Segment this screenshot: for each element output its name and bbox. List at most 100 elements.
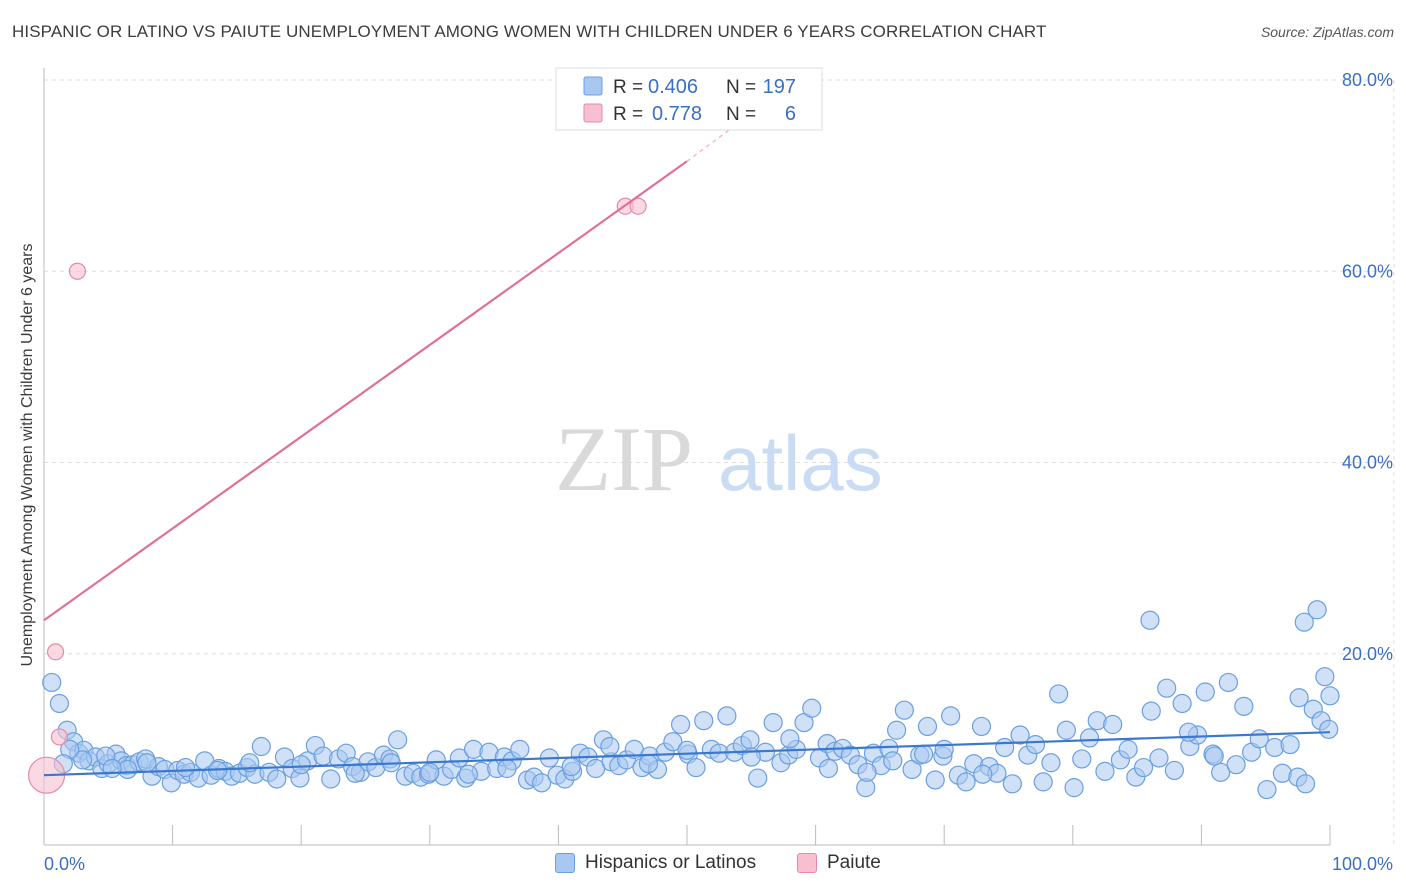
point-hispanics-1 bbox=[49, 693, 70, 714]
point-hispanics-87 bbox=[670, 714, 691, 735]
point-hispanics-126 bbox=[971, 716, 992, 737]
watermark: ZIP atlas bbox=[555, 408, 883, 510]
watermark-zip: ZIP bbox=[555, 408, 693, 510]
point-hispanics-116 bbox=[894, 700, 914, 720]
point-hispanics-69 bbox=[532, 773, 552, 793]
point-hispanics-196 bbox=[102, 758, 122, 779]
point-hispanics-159 bbox=[1226, 755, 1246, 775]
chart-title: HISPANIC OR LATINO VS PAIUTE UNEMPLOYMEN… bbox=[12, 22, 1047, 41]
point-hispanics-129 bbox=[995, 737, 1015, 758]
legend-swatch-paiute bbox=[583, 103, 603, 123]
point-hispanics-143 bbox=[1103, 714, 1123, 735]
series-paiute-points bbox=[27, 197, 647, 794]
point-hispanics-147 bbox=[1133, 757, 1154, 778]
trend-line-hispanics bbox=[43, 731, 1331, 777]
point-hispanics-177 bbox=[1204, 746, 1224, 766]
legend-item-hispanics: Hispanics or Latinos bbox=[555, 852, 756, 874]
y-tick-label-1: 40.0% bbox=[1342, 453, 1393, 473]
point-hispanics-163 bbox=[1257, 779, 1277, 800]
point-hispanics-168 bbox=[1295, 774, 1316, 794]
point-hispanics-93 bbox=[717, 706, 737, 726]
point-hispanics-190 bbox=[137, 753, 157, 773]
point-hispanics-205 bbox=[857, 762, 877, 782]
point-paiute-4 bbox=[50, 728, 69, 746]
legend-n-value-1: 6 bbox=[785, 103, 796, 125]
point-hispanics-34 bbox=[267, 769, 287, 789]
point-hispanics-32 bbox=[251, 736, 271, 757]
point-hispanics-175 bbox=[1315, 667, 1335, 687]
legend-swatch-hispanics-bottom bbox=[555, 853, 575, 873]
point-hispanics-200 bbox=[420, 762, 440, 782]
legend-r-value-1: 0.778 bbox=[652, 103, 702, 125]
point-hispanics-201 bbox=[497, 758, 517, 779]
point-hispanics-142 bbox=[1095, 761, 1115, 781]
point-hispanics-137 bbox=[1056, 720, 1076, 740]
point-hispanics-186 bbox=[458, 764, 478, 784]
series-legend: Hispanics or Latinos Paiute bbox=[0, 850, 1406, 880]
point-hispanics-172 bbox=[1320, 686, 1340, 706]
point-hispanics-122 bbox=[941, 706, 961, 726]
point-hispanics-157 bbox=[1211, 762, 1231, 782]
point-hispanics-199 bbox=[345, 763, 365, 783]
point-hispanics-182 bbox=[818, 758, 839, 779]
point-hispanics-50 bbox=[388, 730, 408, 750]
point-hispanics-171 bbox=[1319, 719, 1339, 739]
point-hispanics-135 bbox=[1041, 753, 1061, 773]
point-hispanics-0 bbox=[42, 672, 62, 693]
legend-label-hispanics: Hispanics or Latinos bbox=[585, 852, 757, 873]
stats-legend: R = 0.406 N = 197 R = 0.778 N = 6 bbox=[555, 67, 823, 131]
point-hispanics-41 bbox=[321, 769, 341, 789]
point-hispanics-89 bbox=[686, 757, 706, 778]
trend-line-paiute-extension bbox=[686, 122, 739, 162]
y-tick-label-3: 80.0% bbox=[1342, 70, 1393, 90]
point-hispanics-206 bbox=[914, 744, 934, 764]
point-hispanics-180 bbox=[934, 739, 954, 759]
x-tick-label-0: 0.0% bbox=[44, 854, 85, 874]
legend-item-paiute: Paiute bbox=[797, 852, 881, 874]
axes bbox=[43, 68, 1331, 846]
point-hispanics-178 bbox=[1178, 722, 1199, 742]
point-hispanics-152 bbox=[1172, 693, 1192, 714]
legend-n-label-1: N = bbox=[726, 104, 756, 125]
point-hispanics-149 bbox=[1149, 748, 1169, 768]
point-hispanics-134 bbox=[1033, 772, 1053, 792]
legend-n-value-0: 197 bbox=[763, 76, 796, 98]
tick-labels: 20.0% 40.0% 60.0% 80.0% 0.0% 100.0% bbox=[44, 70, 1393, 874]
point-hispanics-207 bbox=[1140, 610, 1160, 630]
point-hispanics-173 bbox=[1294, 612, 1314, 632]
point-hispanics-166 bbox=[1280, 734, 1300, 755]
point-hispanics-96 bbox=[740, 730, 760, 750]
point-hispanics-145 bbox=[1118, 739, 1138, 759]
point-hispanics-119 bbox=[917, 716, 938, 737]
point-paiute-3 bbox=[46, 643, 65, 661]
point-hispanics-179 bbox=[973, 764, 993, 784]
trend-line-paiute bbox=[43, 160, 688, 622]
point-hispanics-86 bbox=[663, 732, 683, 752]
legend-label-paiute: Paiute bbox=[827, 852, 881, 873]
chart-source: Source: ZipAtlas.com bbox=[1260, 24, 1394, 40]
point-hispanics-133 bbox=[1025, 734, 1046, 755]
point-hispanics-140 bbox=[1079, 728, 1100, 748]
watermark-atlas: atlas bbox=[718, 419, 883, 507]
legend-r-label-0: R = bbox=[613, 77, 643, 98]
point-hispanics-181 bbox=[883, 751, 903, 771]
legend-n-label-0: N = bbox=[726, 77, 756, 98]
point-hispanics-174 bbox=[1307, 600, 1327, 620]
point-hispanics-150 bbox=[1157, 678, 1177, 698]
trend-lines bbox=[43, 122, 1331, 777]
point-hispanics-124 bbox=[956, 772, 976, 792]
y-tick-label-2: 60.0% bbox=[1342, 261, 1393, 281]
point-hispanics-136 bbox=[1049, 684, 1069, 704]
point-hispanics-176 bbox=[1289, 688, 1309, 708]
point-hispanics-90 bbox=[694, 711, 714, 731]
point-hispanics-192 bbox=[72, 750, 93, 770]
point-hispanics-202 bbox=[600, 736, 620, 757]
legend-r-label-1: R = bbox=[613, 104, 643, 125]
point-hispanics-130 bbox=[1002, 774, 1022, 794]
point-paiute-0 bbox=[68, 262, 87, 280]
point-hispanics-204 bbox=[780, 729, 800, 749]
y-tick-label-0: 20.0% bbox=[1342, 644, 1393, 664]
point-hispanics-99 bbox=[763, 712, 783, 733]
x-tick-label-1: 100.0% bbox=[1332, 854, 1393, 874]
